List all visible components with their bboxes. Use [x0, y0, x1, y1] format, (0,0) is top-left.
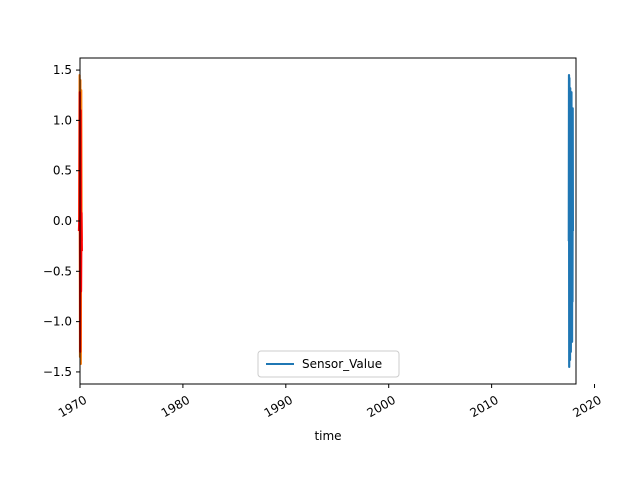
legend: Sensor_Value	[257, 350, 400, 378]
y-tick-label: 1.0	[53, 113, 72, 127]
y-tick-label: −1.5	[43, 365, 72, 379]
x-tick-label: 1980	[159, 393, 192, 420]
series-line-0	[567, 73, 575, 368]
y-tick-label: 1.5	[53, 63, 72, 77]
legend-box	[257, 350, 400, 378]
x-tick-label: 2020	[570, 393, 603, 420]
y-tick-label: 0.0	[53, 214, 72, 228]
x-tick-label: 2010	[467, 393, 500, 420]
y-tick-label: −1.0	[43, 315, 72, 329]
axes-frame	[79, 57, 577, 385]
x-axis: 1970 1980 1990 2000 2010 2020	[56, 384, 604, 420]
y-tick-label: −0.5	[43, 264, 72, 278]
series-layer	[77, 73, 575, 368]
y-axis: 1.5 1.0 0.5 0.0 −0.5 −1.0 −1.5	[43, 63, 80, 379]
legend-label: Sensor_Value	[302, 357, 382, 371]
x-tick-label: 1970	[56, 393, 89, 420]
x-tick-label: 2000	[365, 393, 398, 420]
x-axis-label: time	[314, 429, 341, 443]
x-tick-label: 1990	[262, 393, 295, 420]
y-tick-label: 0.5	[53, 164, 72, 178]
